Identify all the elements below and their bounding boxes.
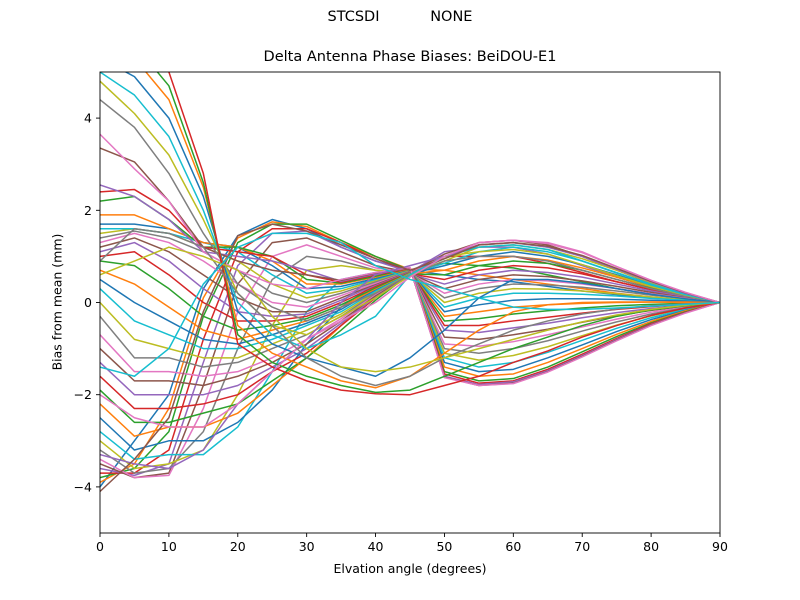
x-tick-label: 20: [230, 539, 246, 554]
x-axis-label: Elvation angle (degrees): [333, 561, 487, 576]
y-tick-label: 4: [84, 111, 92, 126]
series-line-46: [100, 223, 720, 493]
series-line-49: [100, 246, 720, 373]
figure-suptitle: STCSDI NONE: [0, 9, 800, 25]
series-line-45: [100, 241, 720, 470]
series-line-50: [100, 232, 720, 378]
suptitle-left: STCSDI: [327, 9, 380, 25]
series-lines: [100, 72, 720, 493]
chart-title: Delta Antenna Phase Biases: BeiDOU-E1: [263, 49, 557, 65]
x-tick-label: 10: [161, 539, 177, 554]
series-line-14: [100, 264, 720, 410]
series-line-48: [100, 227, 720, 387]
y-tick-label: −2: [74, 387, 92, 402]
series-line-40: [100, 72, 720, 350]
x-tick-label: 60: [505, 539, 521, 554]
series-line-41: [124, 72, 720, 378]
x-tick-label: 0: [96, 539, 104, 554]
series-line-37: [100, 133, 720, 387]
x-tick-label: 30: [299, 539, 315, 554]
x-tick-label: 50: [436, 539, 452, 554]
y-axis-label: Bias from mean (mm): [49, 233, 65, 371]
suptitle-right: NONE: [430, 9, 473, 25]
y-axis-ticks: −4 −2 0 2 4: [74, 111, 100, 494]
x-tick-label: 70: [574, 539, 590, 554]
y-tick-label: −4: [74, 479, 92, 494]
x-tick-label: 40: [368, 539, 384, 554]
series-line-3: [100, 223, 720, 479]
y-tick-label: 2: [84, 203, 92, 218]
x-tick-label: 80: [643, 539, 659, 554]
x-axis-ticks: 0 10 20 30 40 50 60 70 80 90: [96, 533, 728, 554]
series-line-44: [167, 72, 720, 396]
x-tick-label: 90: [712, 539, 728, 554]
y-tick-label: 0: [84, 295, 92, 310]
series-line-43: [156, 72, 720, 394]
series-line-47: [100, 239, 720, 428]
series-line-30: [100, 227, 720, 368]
